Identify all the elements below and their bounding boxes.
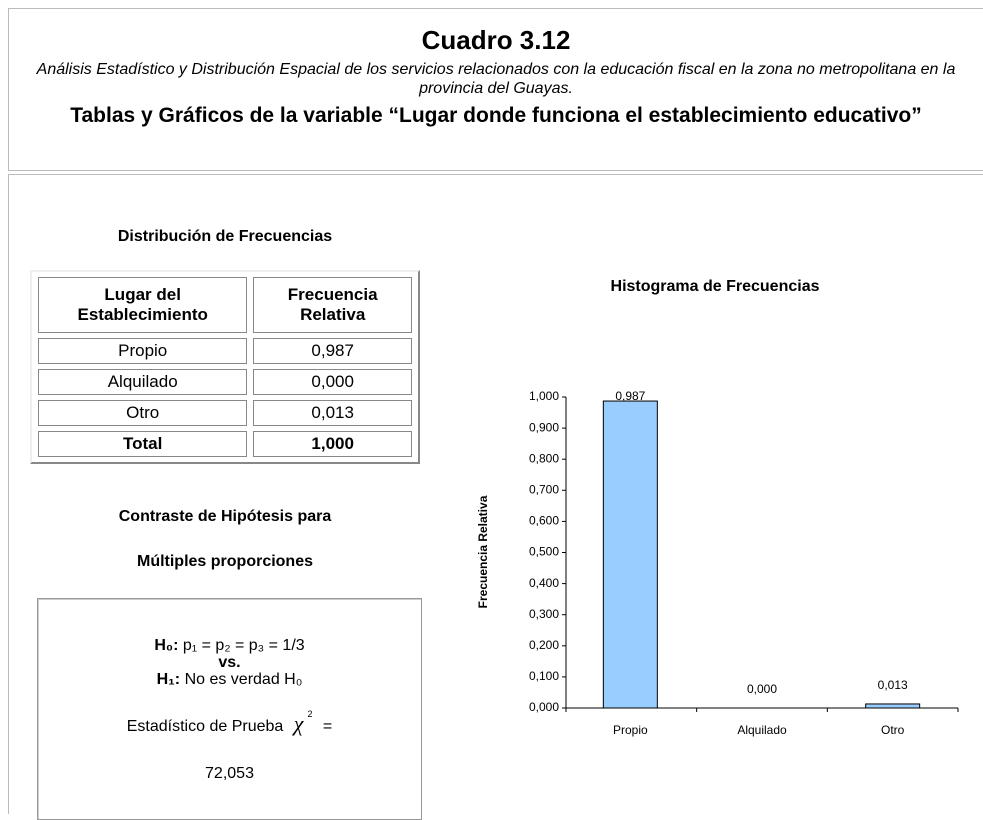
- column-header: Frecuencia Relativa: [253, 277, 412, 333]
- cell: 0,013: [253, 400, 412, 426]
- vs: vs.: [218, 654, 241, 671]
- y-axis-label: Frecuencia Relativa: [476, 495, 490, 608]
- statistic-label: Estadístico de Prueba: [126, 718, 284, 735]
- y-tick-label: 0,700: [529, 482, 559, 496]
- y-tick-label: 0,100: [529, 669, 559, 683]
- value-label: 0,000: [747, 682, 777, 696]
- value-label: 0,987: [615, 389, 645, 403]
- bar: [602, 400, 658, 709]
- cell: 0,987: [253, 338, 412, 364]
- cell: 1,000: [253, 431, 412, 457]
- y-tick-label: 0,300: [529, 607, 559, 621]
- equals: =: [322, 718, 333, 735]
- heading: Tablas y Gráficos de la variable “Lugar …: [70, 104, 922, 127]
- bar: [865, 703, 921, 709]
- value-label: 0,013: [878, 678, 908, 692]
- h0-label: H₀:: [154, 637, 179, 654]
- y-tick-label: 0,900: [529, 420, 559, 434]
- statistic-power: 2: [307, 709, 313, 719]
- hypothesis-box: H₀: p₁ = p₂ = p₃ = 1/3 vs. H₁: No es ver…: [37, 598, 422, 820]
- h1-text: No es verdad H₀: [184, 671, 303, 688]
- header: Cuadro 3.12 Análisis Estadístico y Distr…: [8, 8, 983, 171]
- y-tick-label: 1,000: [529, 389, 559, 403]
- statistic-value: 72,053: [205, 765, 254, 782]
- hypothesis-title: Múltiples proporciones: [136, 553, 313, 570]
- h0-text: p₁ = p₂ = p₃ = 1/3: [182, 637, 305, 654]
- cell: Otro: [38, 400, 248, 426]
- x-tick-label: Alquilado: [737, 723, 787, 737]
- y-tick-label: 0,400: [529, 576, 559, 590]
- y-tick-label: 0,500: [529, 545, 559, 559]
- cell: 0,000: [253, 369, 412, 395]
- cell: Propio: [38, 338, 248, 364]
- statistic-symbol: χ: [293, 711, 304, 736]
- subtitle: Análisis Estadístico y Distribución Espa…: [36, 61, 956, 97]
- h1-label: H₁:: [156, 671, 181, 688]
- x-tick-label: Propio: [613, 723, 648, 737]
- chart-title: Histograma de Frecuencias: [611, 278, 820, 295]
- y-tick-label: 0,200: [529, 638, 559, 652]
- title: Cuadro 3.12: [421, 25, 571, 55]
- frequency-table: Lugar del Establecimiento Frecuencia Rela…: [30, 270, 420, 464]
- y-tick-label: 0,000: [529, 700, 559, 714]
- content-frame: [8, 174, 983, 814]
- page: Cuadro 3.12 Análisis Estadístico y Distr…: [8, 8, 983, 820]
- y-tick-label: 0,600: [529, 514, 559, 528]
- cell: Total: [38, 431, 248, 457]
- y-tick-label: 0,800: [529, 451, 559, 465]
- cell: Alquilado: [38, 369, 248, 395]
- table-title: Distribución de Frecuencias: [117, 228, 333, 245]
- x-tick-label: Otro: [881, 723, 905, 737]
- chart: Histograma de Frecuencias Frecuencia Rel…: [476, 278, 959, 737]
- hypothesis-title: Contraste de Hipótesis para: [118, 508, 332, 525]
- column-header: Lugar del Establecimiento: [38, 277, 248, 333]
